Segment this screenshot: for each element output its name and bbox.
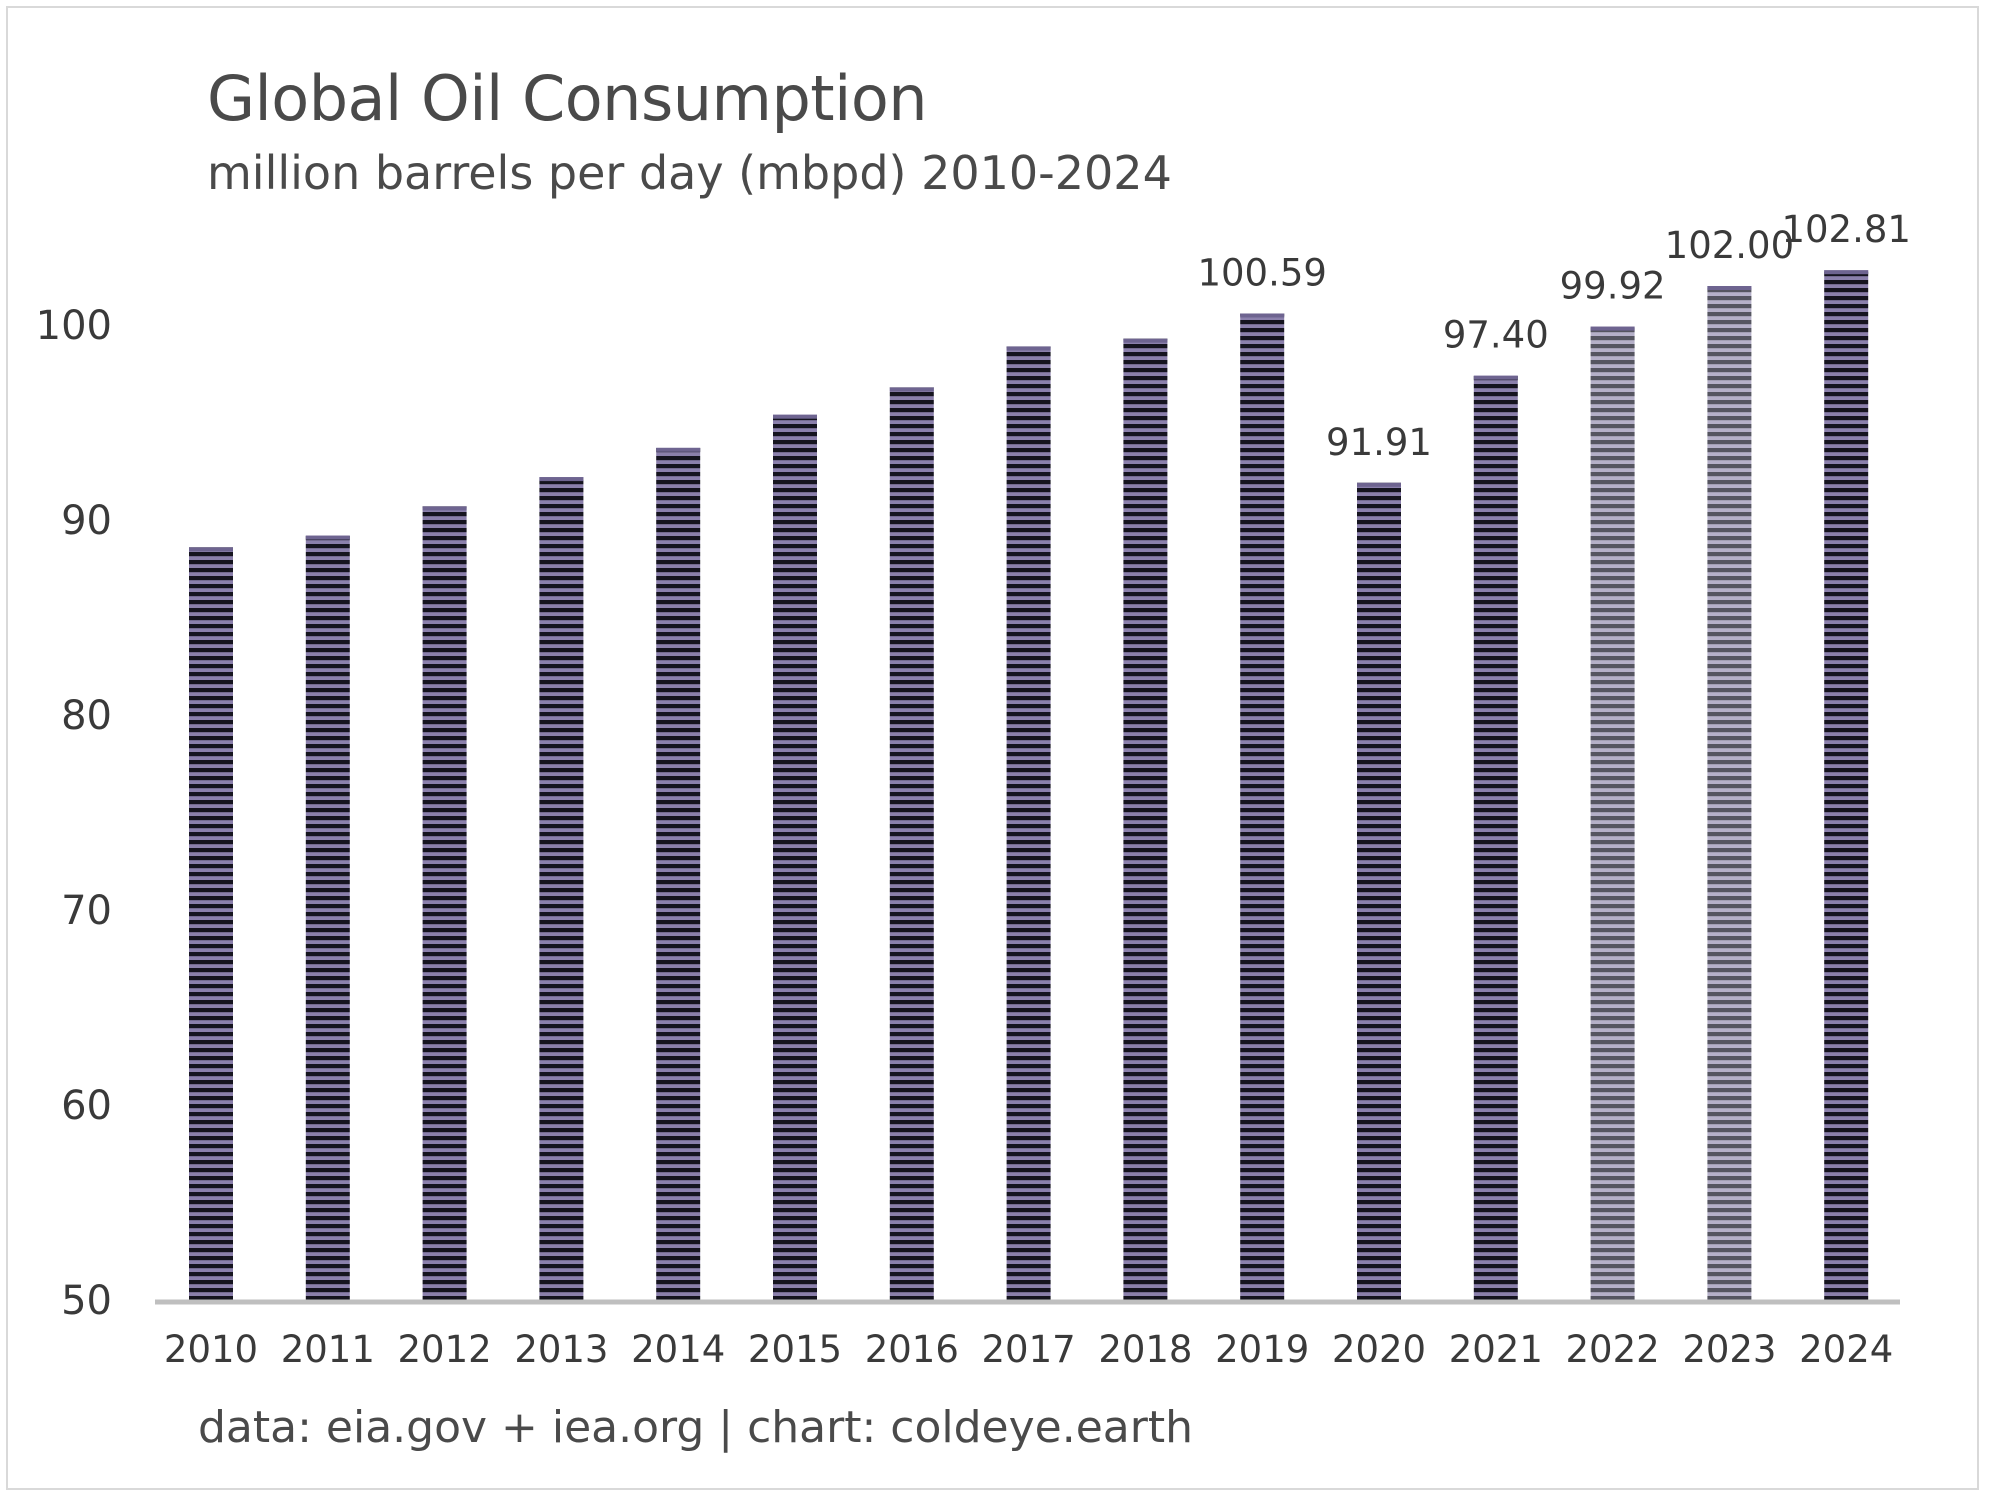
x-tick-label-2018: 2018	[1098, 1328, 1192, 1371]
data-label-2023: 102.00	[1665, 224, 1794, 267]
bar-cap-2021	[1473, 375, 1518, 380]
x-tick-label-2011: 2011	[281, 1328, 375, 1371]
y-tick-label-100: 100	[36, 303, 112, 349]
y-tick-label-80: 80	[61, 693, 112, 739]
chart-source-note: data: eia.gov + iea.org | chart: coldeye…	[198, 1402, 1193, 1453]
y-tick-label-60: 60	[61, 1083, 112, 1129]
x-tick-label-2023: 2023	[1682, 1328, 1776, 1371]
x-tick-label-2012: 2012	[398, 1328, 492, 1371]
bar-cap-2022	[1590, 326, 1635, 331]
chart-subtitle: million barrels per day (mbpd) 2010-2024	[207, 146, 1172, 200]
data-label-2024: 102.81	[1781, 208, 1910, 251]
bar-cap-2012	[422, 506, 467, 511]
bar-cap-2013	[539, 477, 584, 482]
bar-cap-2016	[889, 387, 934, 392]
bar-cap-2017	[1006, 346, 1051, 351]
y-tick-label-70: 70	[61, 888, 112, 934]
bar-2019	[1240, 313, 1285, 1300]
bar-2024	[1824, 270, 1869, 1301]
y-tick-label-90: 90	[61, 498, 112, 544]
bar-2022	[1590, 326, 1635, 1300]
bar-2015	[773, 414, 817, 1300]
bar-2018	[1123, 338, 1168, 1300]
y-axis-tick-labels: 50 60 70 80 90 100	[36, 303, 112, 1324]
bar-cap-2014	[656, 447, 701, 452]
chart-title: Global Oil Consumption	[207, 62, 928, 135]
x-tick-label-2021: 2021	[1449, 1328, 1543, 1371]
data-label-2022: 99.92	[1560, 265, 1666, 308]
x-tick-label-2016: 2016	[865, 1328, 959, 1371]
x-tick-label-2014: 2014	[631, 1328, 725, 1371]
data-label-2021: 97.40	[1443, 314, 1549, 357]
x-tick-label-2017: 2017	[982, 1328, 1076, 1371]
bar-cap-2015	[773, 414, 817, 419]
bar-2014	[656, 447, 701, 1301]
bar-2023	[1707, 286, 1752, 1300]
bar-2017	[1006, 346, 1051, 1300]
data-label-2019: 100.59	[1197, 251, 1326, 294]
data-label-2020: 91.91	[1326, 421, 1432, 464]
x-tick-label-2024: 2024	[1799, 1328, 1893, 1371]
bar-series	[189, 270, 1869, 1301]
bar-cap-2010	[189, 547, 233, 552]
x-tick-label-2013: 2013	[514, 1328, 608, 1371]
bar-2011	[305, 535, 350, 1300]
x-tick-label-2010: 2010	[164, 1328, 258, 1371]
bar-2010	[189, 547, 233, 1300]
bar-2013	[539, 477, 584, 1301]
bar-cap-2023	[1707, 286, 1752, 290]
bar-cap-2019	[1240, 313, 1285, 318]
bar-cap-2024	[1824, 270, 1869, 275]
bar-cap-2011	[305, 535, 350, 540]
x-tick-label-2015: 2015	[748, 1328, 842, 1371]
x-tick-label-2020: 2020	[1332, 1328, 1426, 1371]
x-tick-label-2019: 2019	[1215, 1328, 1309, 1371]
bar-2021	[1473, 375, 1518, 1300]
bar-cap-2018	[1123, 338, 1168, 343]
bar-2012	[422, 506, 467, 1301]
x-axis-category-labels: 2010 2011 2012 2013 2014 2015 2016 2017 2018 2019…	[164, 1328, 1893, 1371]
y-tick-label-50: 50	[61, 1278, 112, 1324]
bar-2016	[889, 387, 934, 1300]
bar-cap-2020	[1357, 482, 1401, 487]
x-tick-label-2022: 2022	[1566, 1328, 1660, 1371]
bar-2020	[1357, 482, 1401, 1300]
